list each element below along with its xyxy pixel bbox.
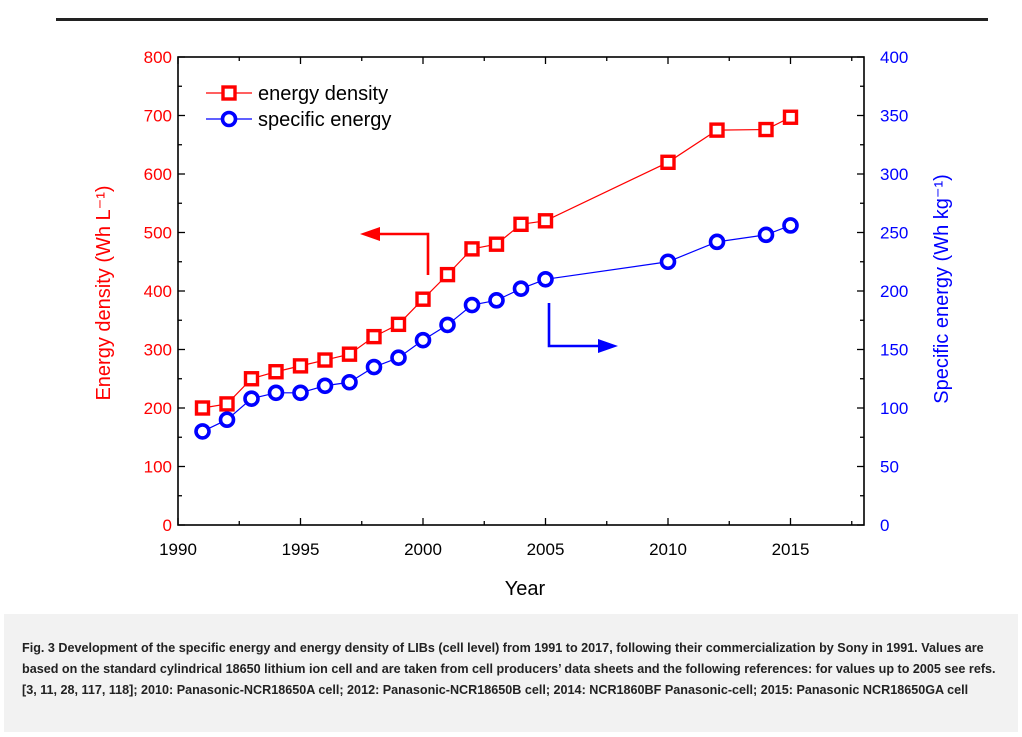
y-left-tick-label: 400 xyxy=(144,282,172,301)
data-point-specific-energy xyxy=(757,226,775,244)
y-left-tick-label: 300 xyxy=(144,341,172,360)
y-left-axis-title: Energy density (Wh L⁻¹) xyxy=(93,185,115,400)
legend-marker-square xyxy=(221,85,237,101)
x-tick-label: 2015 xyxy=(772,540,810,559)
data-point-energy-density xyxy=(390,316,407,333)
figure-caption: Fig. 3 Development of the specific energ… xyxy=(4,614,1018,732)
data-point-specific-energy xyxy=(537,270,554,288)
x-tick-label: 2000 xyxy=(404,540,442,559)
y-right-tick-label: 300 xyxy=(880,165,908,184)
y-left-tick-label: 800 xyxy=(144,48,172,67)
data-point-specific-energy xyxy=(512,280,530,297)
data-point-specific-energy xyxy=(292,384,309,402)
data-point-energy-density xyxy=(268,364,284,380)
data-point-specific-energy xyxy=(463,296,481,314)
arrow-left-red xyxy=(378,232,430,275)
data-point-energy-density xyxy=(464,241,480,257)
data-point-specific-energy xyxy=(243,390,260,407)
y-left-tick-label: 0 xyxy=(163,516,172,535)
data-point-energy-density xyxy=(194,400,211,416)
data-point-energy-density xyxy=(782,109,799,125)
y-right-tick-label: 100 xyxy=(880,399,908,418)
data-point-energy-density xyxy=(219,396,235,412)
x-tick-label: 1990 xyxy=(159,540,197,559)
data-point-specific-energy xyxy=(365,358,383,376)
x-axis-title: Year xyxy=(505,578,546,600)
data-point-specific-energy xyxy=(439,316,456,334)
data-point-energy-density xyxy=(758,121,774,138)
y-right-tick-label: 250 xyxy=(880,224,908,243)
arrowhead-right-blue xyxy=(598,339,618,353)
data-point-energy-density xyxy=(660,154,676,171)
axes-layer: 1990 1995 2000 2005 2010 2015Year010020030040… xyxy=(93,48,953,600)
y-left-tick-label: 700 xyxy=(144,107,172,126)
data-point-specific-energy xyxy=(390,349,407,366)
y-right-tick-label: 150 xyxy=(880,341,908,360)
data-point-specific-energy xyxy=(194,423,211,440)
arrowhead-left-red xyxy=(360,227,380,241)
top-rule xyxy=(56,18,988,21)
data-point-energy-density xyxy=(415,291,431,307)
data-point-energy-density xyxy=(317,352,333,368)
data-point-specific-energy xyxy=(316,377,334,395)
data-point-specific-energy xyxy=(782,217,799,234)
data-point-specific-energy xyxy=(659,253,677,271)
x-tick-label: 2005 xyxy=(527,540,565,559)
legend-label: energy density xyxy=(258,83,388,105)
y-right-tick-label: 400 xyxy=(880,48,908,67)
y-right-axis-title: Specific energy (Wh kg⁻¹) xyxy=(931,174,953,404)
y-right-tick-label: 0 xyxy=(880,516,889,535)
series-line-energy-density xyxy=(202,116,791,409)
data-point-specific-energy xyxy=(341,373,358,391)
series-layer xyxy=(194,109,799,440)
y-right-tick-label: 350 xyxy=(880,107,908,126)
arrow-right-blue xyxy=(547,303,600,348)
data-point-energy-density xyxy=(709,122,725,138)
data-point-energy-density xyxy=(292,358,309,374)
x-tick-label: 2010 xyxy=(649,540,687,559)
data-point-energy-density xyxy=(488,236,505,252)
dual-axis-line-chart: 1990 1995 2000 2005 2010 2015Year010020030040… xyxy=(93,48,953,600)
data-point-energy-density xyxy=(537,213,554,229)
legend-marker-circle xyxy=(220,110,238,128)
y-left-tick-label: 100 xyxy=(144,458,172,477)
legend-label: specific energy xyxy=(258,109,391,131)
data-point-specific-energy xyxy=(708,233,726,251)
data-point-energy-density xyxy=(341,346,358,362)
y-right-tick-label: 200 xyxy=(880,282,908,301)
series-line-specific-energy xyxy=(202,224,791,432)
x-tick-label: 1995 xyxy=(282,540,320,559)
y-left-tick-label: 500 xyxy=(144,224,172,243)
data-point-specific-energy xyxy=(218,411,236,429)
axis-arrows xyxy=(360,227,618,353)
data-point-specific-energy xyxy=(414,331,432,349)
legend: energy density specific energy xyxy=(206,83,391,131)
y-left-tick-label: 200 xyxy=(144,399,172,418)
y-left-tick-label: 600 xyxy=(144,165,172,184)
data-point-specific-energy xyxy=(488,292,505,309)
y-right-tick-label: 50 xyxy=(880,458,899,477)
data-point-energy-density xyxy=(513,216,529,233)
data-point-energy-density xyxy=(439,266,456,283)
data-point-energy-density xyxy=(243,371,260,387)
data-point-specific-energy xyxy=(267,384,285,402)
data-point-energy-density xyxy=(366,328,382,345)
